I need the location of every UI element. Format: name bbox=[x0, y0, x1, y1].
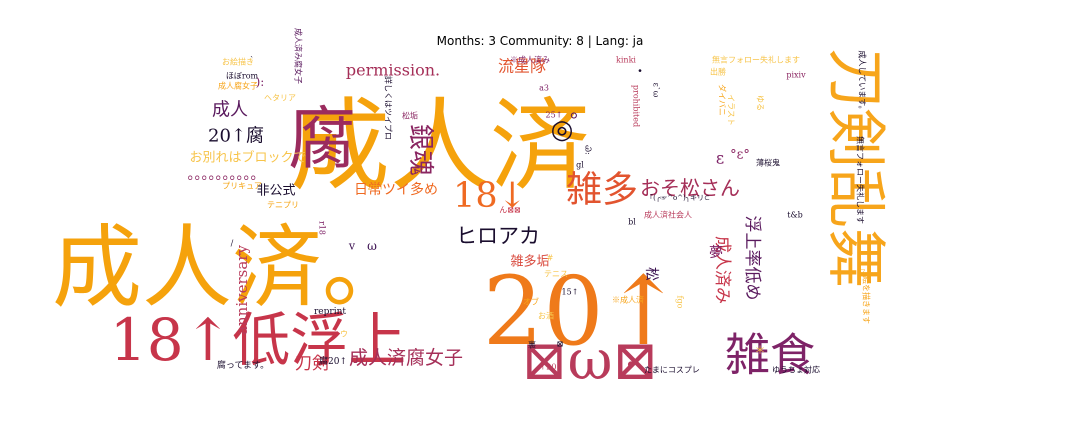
cloud-word: 腐ってます。 bbox=[217, 359, 269, 371]
cloud-word: 薄桜鬼 bbox=[756, 158, 780, 168]
cloud-word: 刀剣 bbox=[295, 354, 329, 374]
cloud-word: 20↑腐 bbox=[208, 126, 264, 147]
cloud-word: 詳しくはツイプロ bbox=[384, 76, 394, 140]
cloud-word: anniversary bbox=[233, 245, 251, 335]
cloud-word: ● bbox=[628, 360, 635, 369]
cloud-word: テニプリ bbox=[267, 201, 299, 210]
cloud-word: 絵を描きます bbox=[862, 276, 872, 324]
cloud-word: 20↑ bbox=[368, 183, 385, 192]
cloud-word: ): bbox=[256, 75, 265, 89]
cloud-word: ε bbox=[716, 149, 724, 168]
cloud-word: ⊠ω⊠ bbox=[521, 328, 658, 392]
cloud-word: °ε° bbox=[730, 148, 750, 163]
cloud-word: ▽ bbox=[859, 268, 866, 277]
cloud-word: v bbox=[348, 240, 356, 253]
cloud-word: 松 bbox=[643, 267, 659, 281]
cloud-word: 雑食 bbox=[725, 329, 815, 382]
cloud-word: ん⊠⊠ bbox=[499, 206, 520, 215]
cloud-word: a3 bbox=[539, 84, 549, 93]
cloud-word: bl bbox=[628, 218, 636, 227]
cloud-word: テニス bbox=[544, 270, 568, 279]
cloud-word: 「(╭☞^o^)╮キリ⊂ bbox=[646, 194, 710, 202]
cloud-word: 成人しています。 bbox=[858, 51, 868, 114]
cloud-word: 成人済み bbox=[712, 236, 732, 304]
cloud-word: 無言フォロー失礼します bbox=[712, 55, 800, 65]
cloud-word: ＊ bbox=[755, 344, 766, 357]
cloud-word: 浮上率低め bbox=[742, 216, 762, 301]
cloud-word: プリキュア bbox=[222, 182, 262, 191]
cloud-word: ウ bbox=[340, 330, 348, 339]
cloud-word: reprint bbox=[314, 307, 346, 317]
cloud-word: ヘタリア bbox=[264, 94, 296, 103]
cloud-word: 刀剣乱舞 bbox=[820, 48, 890, 288]
cloud-word: 18↑低浮上 bbox=[110, 306, 406, 374]
cloud-word: 出勝 bbox=[710, 67, 726, 77]
cloud-word: 腐 bbox=[288, 101, 356, 180]
cloud-word: ヒロアカ bbox=[456, 224, 540, 248]
cloud-word: 成人済社会人 bbox=[644, 210, 692, 220]
cloud-word: 銀魂 bbox=[405, 124, 435, 176]
cloud-word: 成人済。 bbox=[52, 216, 412, 321]
cloud-word: ほぼrom bbox=[226, 72, 259, 81]
cloud-word: ゆる bbox=[756, 95, 765, 111]
cloud-word: ※成人済み bbox=[510, 55, 550, 65]
cloud-word: 無言フォロー失礼します bbox=[856, 136, 866, 224]
cloud-word: / bbox=[231, 239, 234, 248]
cloud-word: prohibited bbox=[632, 85, 641, 127]
chart-title: Months: 3 Community: 8 | Lang: ja bbox=[436, 34, 644, 48]
cloud-word: fgo bbox=[676, 296, 685, 309]
cloud-word: おそ松さん bbox=[640, 176, 740, 200]
cloud-word: 日常ツイ多め bbox=[354, 181, 438, 198]
cloud-word: 成人 bbox=[212, 100, 248, 121]
cloud-word: 20↑ bbox=[483, 257, 683, 367]
cloud-word: イラスト bbox=[727, 94, 736, 126]
cloud-word: オブ bbox=[523, 297, 539, 307]
cloud-word: 。。。。。。。。。。 bbox=[188, 167, 265, 183]
cloud-word: Ꮚ: bbox=[584, 145, 593, 154]
cloud-word: gl bbox=[576, 161, 584, 170]
cloud-word: ◎ bbox=[551, 115, 574, 145]
cloud-word: 雑多垢 bbox=[510, 254, 549, 270]
cloud-word: ダイバニ bbox=[718, 84, 728, 116]
cloud-word: permission. bbox=[346, 61, 440, 80]
cloud-word: pixiv bbox=[786, 71, 806, 80]
cloud-word: ゆうちょ対応 bbox=[772, 365, 820, 375]
cloud-word: 腐20↑ bbox=[319, 355, 347, 367]
cloud-word: 成人済み腐女子 bbox=[294, 28, 304, 84]
cloud-word: 夢 bbox=[709, 245, 723, 261]
cloud-word: ` bbox=[250, 56, 254, 65]
cloud-word: 成人済 bbox=[290, 88, 590, 205]
cloud-word: 非公式 bbox=[256, 184, 295, 199]
cloud-word: お酒 bbox=[538, 312, 554, 321]
cloud-word: 25↑ bbox=[546, 111, 563, 120]
cloud-word: kinki bbox=[616, 56, 636, 65]
cloud-word: # bbox=[547, 254, 554, 263]
cloud-word: 。 bbox=[570, 98, 590, 122]
cloud-word: 成人腐女子 bbox=[218, 81, 258, 91]
cloud-word: ⊠ bbox=[557, 340, 564, 349]
cloud-word: ω bbox=[367, 239, 377, 253]
cloud-word: 流星隊 bbox=[498, 57, 546, 76]
cloud-word: お別れはブロックで bbox=[189, 150, 306, 166]
cloud-word: r18 bbox=[318, 221, 327, 235]
cloud-word: ε`ω bbox=[652, 83, 661, 98]
cloud-word: 松垢 bbox=[402, 111, 418, 121]
cloud-word: ↑20 bbox=[540, 363, 557, 372]
cloud-word: たまにコスプレ bbox=[644, 366, 700, 375]
cloud-word: t&b bbox=[787, 211, 802, 220]
cloud-word: 裏 bbox=[528, 340, 536, 350]
cloud-word: お絵描き bbox=[222, 57, 254, 67]
cloud-word: ※成人済 bbox=[612, 295, 644, 305]
cloud-word: 成人済腐女子 bbox=[349, 347, 463, 369]
cloud-word: 15↑ bbox=[562, 288, 579, 297]
cloud-word: 雑多 bbox=[566, 170, 638, 211]
cloud-word: ・ bbox=[633, 65, 646, 80]
cloud-word: 18↓ bbox=[453, 176, 527, 216]
